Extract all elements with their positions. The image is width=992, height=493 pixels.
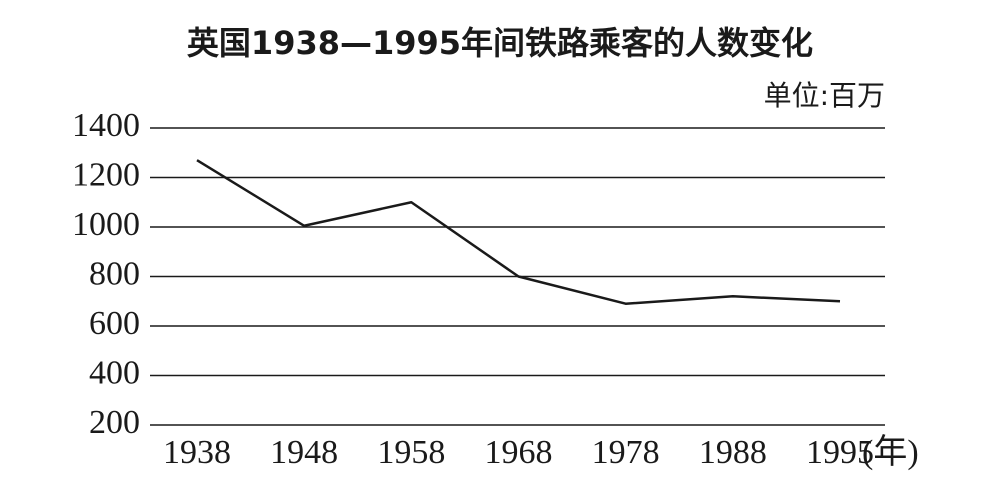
x-tick-label: 1938 <box>163 434 231 471</box>
y-tick-label: 400 <box>89 354 140 391</box>
x-tick-label: 1958 <box>377 434 445 471</box>
x-tick-label: 1988 <box>699 434 767 471</box>
x-tick-label: 1948 <box>270 434 338 471</box>
unit-label: 单位:百万 <box>764 79 885 112</box>
x-axis-label: (年) <box>862 433 919 471</box>
x-tick-label: 1978 <box>592 434 660 471</box>
y-tick-label: 1000 <box>72 206 140 243</box>
y-tick-label: 1400 <box>72 107 140 144</box>
chart-title: 英国1938—1995年间铁路乘客的人数变化 <box>187 24 813 62</box>
y-tick-label: 1200 <box>72 156 140 193</box>
y-tick-label: 200 <box>89 404 140 441</box>
x-tick-label: 1968 <box>485 434 553 471</box>
data-line <box>196 159 841 305</box>
y-tick-label: 600 <box>89 305 140 342</box>
x-tick-label: 1995 <box>806 434 874 471</box>
y-tick-label: 800 <box>89 255 140 292</box>
